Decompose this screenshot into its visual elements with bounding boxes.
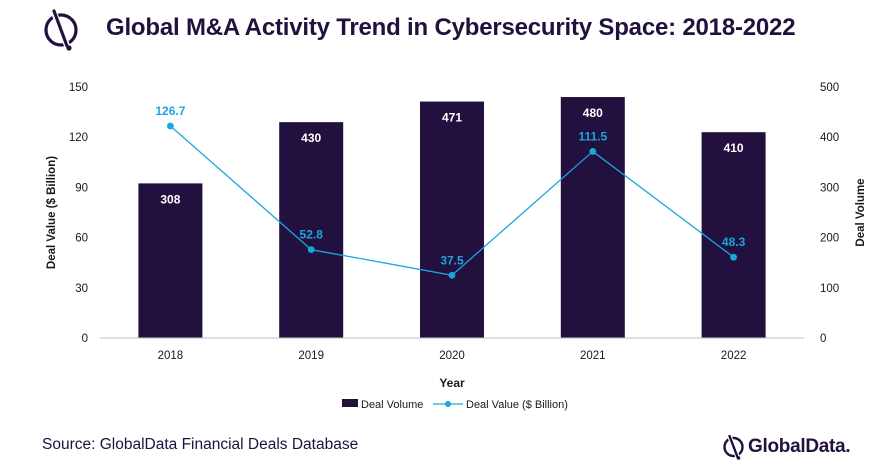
x-tick-label-2018: 2018 bbox=[158, 350, 184, 362]
x-tick-label-2022: 2022 bbox=[721, 350, 747, 362]
source-note: Source: GlobalData Financial Deals Datab… bbox=[42, 436, 359, 453]
y-left-tick-label: 0 bbox=[82, 333, 88, 345]
x-tick-label-2019: 2019 bbox=[298, 350, 324, 362]
globaldata-logo-icon bbox=[44, 8, 78, 51]
y-left-tick-label: 120 bbox=[69, 132, 88, 144]
y-right-tick-label: 400 bbox=[820, 132, 839, 144]
bar-2018 bbox=[138, 183, 203, 338]
bar-label-2021: 480 bbox=[583, 106, 603, 120]
axis-layer: 2018 2019 2020 2021 2022 0 30 60 90 120 150 0 100 200… bbox=[46, 82, 867, 390]
y-left-tick-label: 60 bbox=[75, 233, 88, 245]
legend: Deal Volume Deal Value ($ Billion) bbox=[342, 399, 568, 411]
y-left-tick-label: 150 bbox=[69, 82, 88, 94]
header: Global M&A Activity Trend in Cybersecuri… bbox=[0, 0, 876, 60]
page-title: Global M&A Activity Trend in Cybersecuri… bbox=[106, 14, 796, 41]
y-right-tick-label: 100 bbox=[820, 283, 839, 295]
point-label-2021: 111.5 bbox=[578, 129, 607, 143]
y-right-axis-title: Deal Volume bbox=[855, 178, 867, 246]
legend-marker-deal-value bbox=[445, 401, 451, 407]
bar-2020 bbox=[420, 101, 484, 338]
point-label-2019: 52.8 bbox=[300, 228, 324, 242]
legend-label-deal-value: Deal Value ($ Billion) bbox=[466, 399, 568, 411]
point-label-2022: 48.3 bbox=[722, 235, 746, 249]
point-label-2018: 126.7 bbox=[155, 104, 185, 118]
brand-logo: GlobalData. bbox=[722, 432, 872, 462]
legend-label-deal-volume: Deal Volume bbox=[361, 399, 423, 411]
point-2021 bbox=[589, 148, 597, 155]
brand-name-text: GlobalData bbox=[748, 436, 846, 457]
point-2019 bbox=[307, 246, 315, 254]
y-right-tick-label: 300 bbox=[820, 182, 839, 194]
y-right-tick-label: 200 bbox=[820, 233, 839, 245]
x-tick-label-2021: 2021 bbox=[580, 350, 606, 362]
y-left-tick-label: 90 bbox=[75, 182, 88, 194]
x-axis-title: Year bbox=[439, 376, 465, 390]
bar-2021 bbox=[560, 97, 625, 338]
brand-name-dot: . bbox=[845, 436, 851, 457]
point-2020 bbox=[448, 271, 456, 279]
bar-2022 bbox=[701, 132, 766, 338]
y-left-axis-title: Deal Value ($ Billion) bbox=[46, 156, 58, 269]
bar-label-2018: 308 bbox=[160, 192, 180, 206]
legend-swatch-deal-volume bbox=[342, 399, 358, 407]
bar-label-2020: 471 bbox=[442, 111, 462, 125]
brand-icon bbox=[723, 434, 744, 460]
point-2018 bbox=[167, 122, 174, 130]
y-right-tick-label: 500 bbox=[820, 82, 839, 94]
point-label-2020: 37.5 bbox=[440, 253, 464, 267]
chart: 308 430 471 480 410 126.7 52.8 37.5 111.5 48.3 2… bbox=[46, 82, 867, 411]
bars-layer: 308 430 471 480 410 bbox=[138, 97, 766, 338]
y-right-tick-label: 0 bbox=[820, 333, 826, 345]
bar-label-2019: 430 bbox=[301, 131, 321, 145]
brand-name: GlobalData. bbox=[748, 436, 851, 458]
x-tick-label-2020: 2020 bbox=[439, 350, 465, 362]
y-left-tick-label: 30 bbox=[75, 283, 88, 295]
bar-label-2022: 410 bbox=[724, 141, 744, 155]
line-layer: 126.7 52.8 37.5 111.5 48.3 bbox=[155, 104, 746, 279]
point-2022 bbox=[730, 253, 737, 261]
